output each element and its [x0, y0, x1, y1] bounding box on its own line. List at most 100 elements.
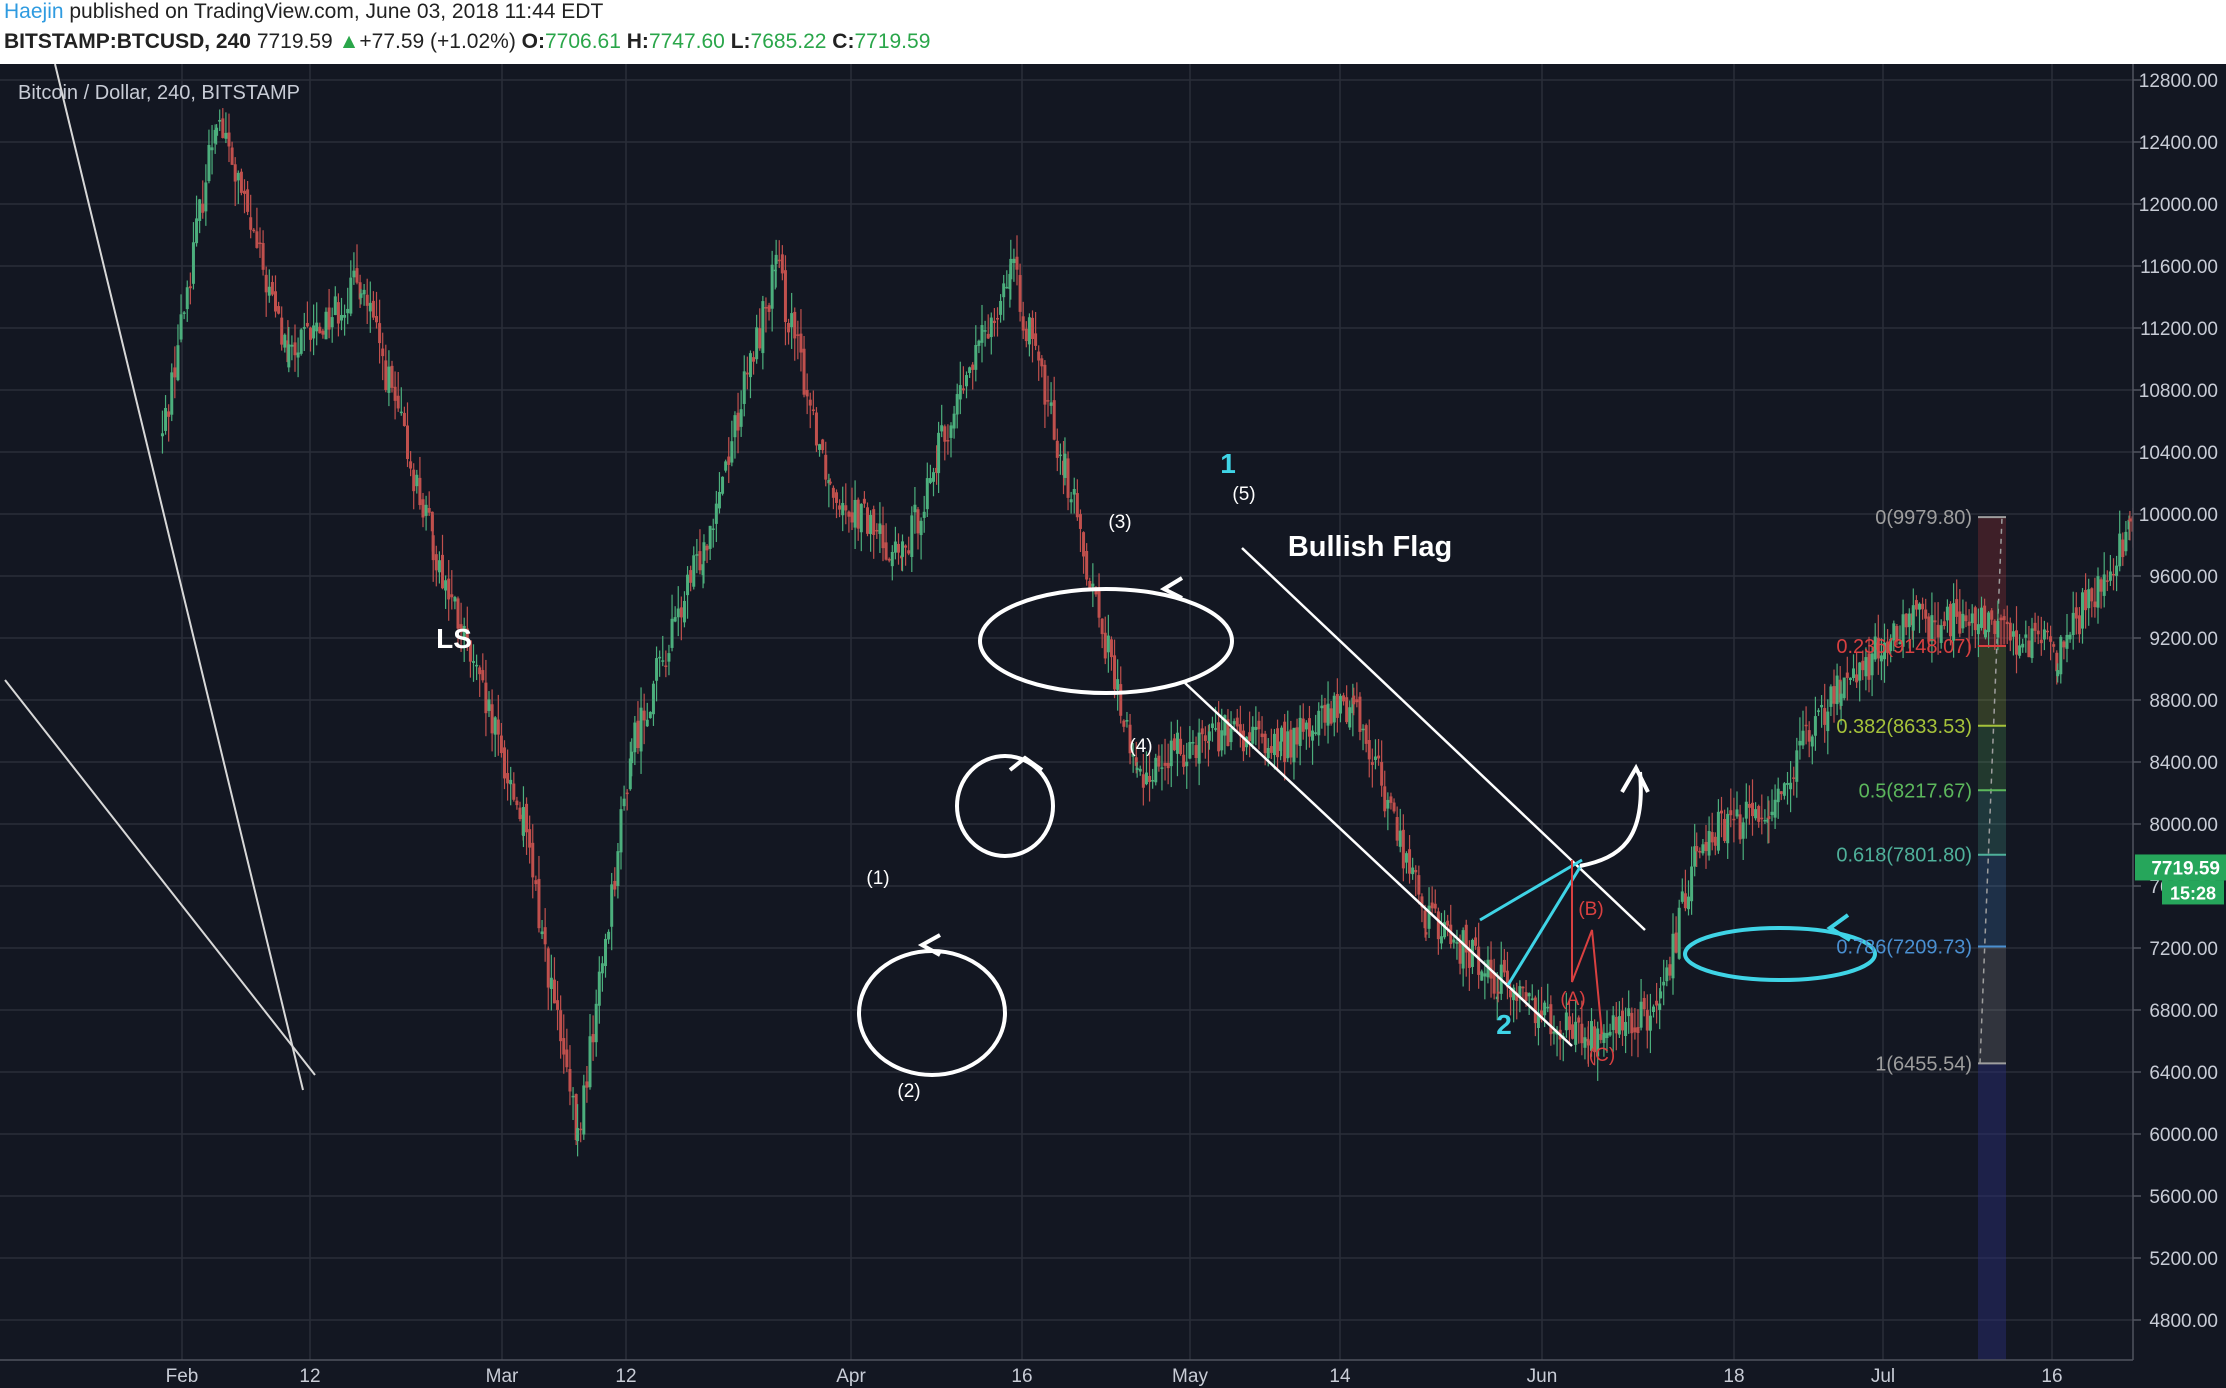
label-wave-2: 2 — [1496, 1009, 1512, 1040]
candle-body — [1386, 799, 1390, 809]
arrow-chevron-icon — [1826, 913, 1852, 942]
candle-body — [1148, 775, 1152, 783]
candle-body — [201, 203, 205, 213]
candle-body — [1063, 453, 1067, 478]
candle-body — [893, 541, 897, 553]
candle-body — [1009, 258, 1013, 280]
candle-body — [430, 511, 434, 532]
time-tick-label: Apr — [836, 1366, 866, 1387]
candle-body — [1671, 933, 1675, 979]
candle-body — [2127, 519, 2131, 530]
candle-body — [1338, 695, 1342, 714]
candle-body — [1729, 810, 1733, 816]
consolidation-circle-2 — [955, 754, 1055, 858]
candle-body — [1621, 1010, 1624, 1031]
candle-body — [2071, 612, 2075, 635]
candle-body — [793, 311, 797, 339]
candle-body — [1078, 514, 1082, 529]
candle-body — [818, 444, 822, 450]
candle-body — [878, 523, 882, 534]
candle-body — [1395, 817, 1399, 841]
candle-body — [447, 578, 451, 600]
candle-body — [814, 412, 818, 446]
candle-body — [597, 971, 601, 1006]
candle-body — [594, 1003, 598, 1043]
candle-body — [1741, 822, 1745, 839]
price-axis[interactable]: 12800.00 12400.00 12000.00 11600.00 11200.00… — [2132, 64, 2226, 1388]
time-axis[interactable]: Feb 12 Mar 12 Apr 16 May 14 Jun 18 Jul 16 — [0, 1359, 2133, 1388]
abc-correction-lines — [1571, 860, 1603, 1035]
candle-body — [1505, 970, 1509, 988]
candle-body — [1964, 615, 1968, 622]
price-tick-label: 6400.00 — [2149, 1063, 2218, 1084]
change-value: +77.59 (+1.02%) — [359, 30, 516, 53]
candle-body — [1345, 697, 1349, 723]
candle-body — [1735, 809, 1739, 817]
candle-body — [1611, 1015, 1615, 1031]
candle-body — [346, 308, 350, 314]
consolidation-circle-1 — [978, 587, 1234, 695]
candle-body — [1804, 724, 1808, 727]
candle-body — [767, 305, 771, 312]
candle-body — [1358, 696, 1362, 732]
candle-body — [1194, 745, 1198, 759]
candle-body — [1414, 869, 1418, 873]
author-link[interactable]: Haejin — [4, 0, 64, 23]
candle-body — [645, 719, 649, 727]
candle-body — [1326, 703, 1330, 726]
breakout-arrow — [1579, 771, 1643, 868]
candle-body — [1348, 707, 1352, 728]
candle-body — [639, 707, 643, 752]
candle-body — [1455, 942, 1459, 944]
candle-body — [689, 570, 693, 583]
price-tick-label: 12800.00 — [2139, 71, 2218, 92]
candle-body — [2084, 589, 2088, 611]
candle-body — [1286, 731, 1290, 759]
candle-body — [1217, 722, 1221, 752]
candle-body — [1008, 273, 1012, 290]
candle-body — [1141, 774, 1145, 788]
fib-zone-band — [1978, 854, 2006, 947]
candle-body — [1599, 1034, 1603, 1040]
label-ls: LS — [436, 623, 472, 654]
candle-body — [1665, 967, 1669, 982]
candle-body — [748, 353, 752, 378]
candle-body — [1389, 796, 1393, 803]
time-tick-label: 16 — [2041, 1366, 2062, 1387]
candle-body — [1936, 624, 1940, 638]
candle-body — [1049, 402, 1053, 406]
chart-area[interactable]: LS Bullish Flag 1 2 (1) (2) (3) (4) (5) (A) (B) (C)… — [0, 64, 2226, 1388]
candle-body — [1801, 730, 1805, 746]
candle-body — [1770, 811, 1774, 816]
candle-body — [333, 296, 337, 316]
candle-body — [907, 550, 911, 554]
candle-body — [607, 931, 611, 940]
candle-body — [315, 322, 319, 332]
candle-body — [692, 555, 696, 587]
candle-body — [1509, 989, 1513, 998]
candle-body — [1636, 1027, 1640, 1034]
candle-body — [881, 525, 885, 549]
candle-body — [1373, 756, 1377, 761]
candle-body — [1763, 819, 1767, 822]
candle-body — [884, 542, 888, 560]
candle-body — [1458, 941, 1462, 964]
candle-body — [965, 375, 968, 387]
candle-body — [961, 388, 965, 391]
candle-body — [853, 499, 857, 528]
candle-body — [676, 608, 680, 618]
candle-body — [613, 880, 617, 890]
candle-body — [437, 560, 441, 573]
fib-zone-band — [1978, 790, 2006, 855]
candle-body — [1495, 996, 1499, 1000]
candle-body — [287, 344, 291, 368]
breakout-arrow-head-icon — [1620, 763, 1650, 794]
candle-body — [835, 492, 838, 503]
candle-body — [724, 461, 728, 471]
candle-body — [1835, 675, 1839, 705]
candle-body — [1648, 1015, 1652, 1031]
candle-body — [574, 1094, 578, 1141]
candle-body — [1867, 653, 1871, 680]
candle-body — [711, 528, 715, 530]
